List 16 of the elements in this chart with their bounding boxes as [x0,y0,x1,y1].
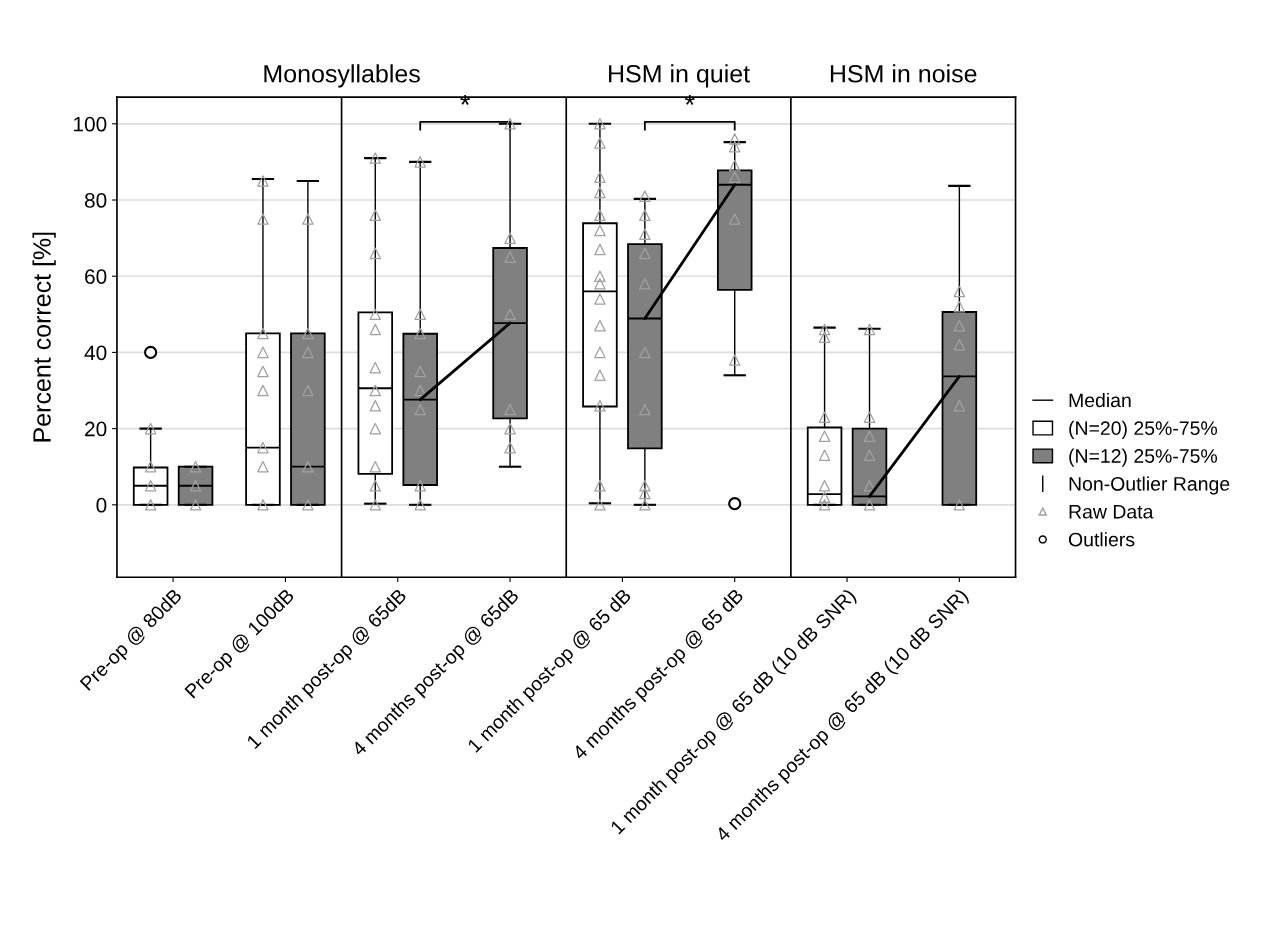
text: Median [1069,392,1131,408]
legend-label: Raw Data [1069,505,1154,519]
y-tick-label: 80 [84,193,107,208]
y-tick-label: 0 [96,497,107,513]
y-tick-label: 20 [85,421,107,437]
text: HSM in noise [830,64,977,83]
text: HSM in quiet [609,64,750,88]
y-tick-label: 100 [74,116,107,132]
y-tick-label: 40 [84,345,107,361]
text: Non-Outlier Range [1069,476,1230,495]
legend-label: (N=12) 25%-75% [1069,448,1218,467]
legend-label: (N=20) 25%-75% [1069,420,1218,439]
text: Monosyllables [264,64,420,88]
y-tick-label: 60 [85,269,107,284]
y-axis-title: Percent correct [%] [32,232,56,442]
text: Outliers [1068,532,1135,547]
